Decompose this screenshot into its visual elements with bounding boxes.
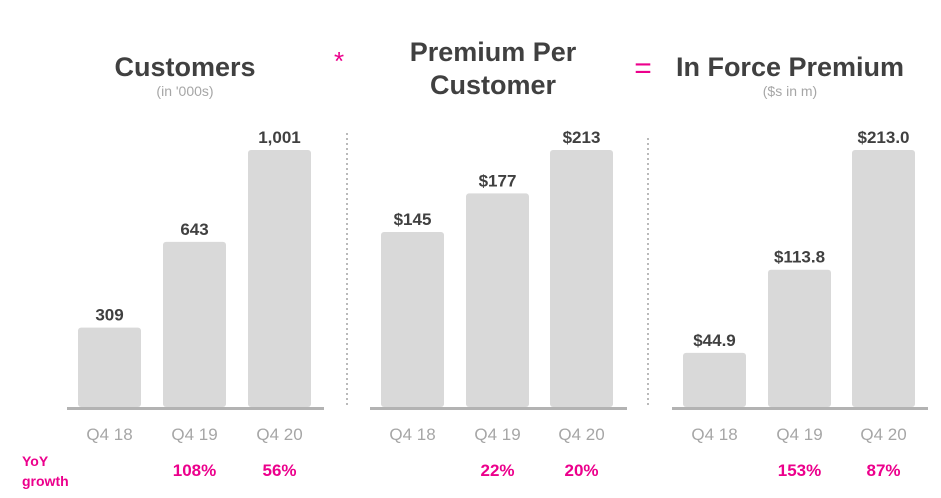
value-label-customers-q4-18: 309 [95,306,123,325]
value-label-in-force-premium-q4-18: $44.9 [693,331,736,350]
bar-premium-per-customer-q4-18 [381,232,444,407]
chart-title-customers: Customers [114,52,255,82]
chart-subtitle-in-force-premium: ($s in m) [763,83,817,99]
value-label-in-force-premium-q4-20: $213.0 [858,128,910,147]
tick-label-customers-q4-19: Q4 19 [171,425,217,444]
bar-in-force-premium-q4-19 [768,269,831,407]
yoy-label-line-2: growth [22,473,69,489]
bar-premium-per-customer-q4-20 [550,150,613,407]
chart-title-premium-per-customer-line-1: Premium Per [410,37,577,67]
bar-customers-q4-18 [78,327,141,407]
yoy-growth-customers-q4-19: 108% [173,461,216,480]
tick-label-in-force-premium-q4-20: Q4 20 [860,425,906,444]
bar-in-force-premium-q4-20 [852,150,915,407]
bar-in-force-premium-q4-18 [683,352,746,407]
chart-title-premium-per-customer-line-2: Customer [430,70,557,100]
yoy-growth-in-force-premium-q4-19: 153% [778,461,821,480]
yoy-label-line-1: YoY [22,453,49,469]
bar-customers-q4-20 [248,150,311,407]
chart-subtitle-customers: (in '000s) [156,83,213,99]
bar-premium-per-customer-q4-19 [466,193,529,407]
yoy-growth-premium-per-customer-q4-19: 22% [480,461,514,480]
value-label-premium-per-customer-q4-19: $177 [479,171,517,190]
value-label-in-force-premium-q4-19: $113.8 [774,248,825,267]
yoy-growth-label: YoY growth [22,453,69,489]
charts-group: 309 Q4 18 643 Q4 19 108% 1,001 Q4 20 56% $145 Q4 … [67,128,928,480]
tick-label-premium-per-customer-q4-18: Q4 18 [389,425,435,444]
tick-label-premium-per-customer-q4-20: Q4 20 [558,425,604,444]
value-label-customers-q4-19: 643 [180,220,208,239]
chart-title-in-force-premium: In Force Premium [676,52,904,82]
tick-label-in-force-premium-q4-19: Q4 19 [776,425,822,444]
equals-operator: = [634,52,652,85]
tick-label-customers-q4-18: Q4 18 [86,425,132,444]
tick-label-customers-q4-20: Q4 20 [256,425,302,444]
tick-label-premium-per-customer-q4-19: Q4 19 [474,425,520,444]
value-label-customers-q4-20: 1,001 [258,128,301,147]
yoy-growth-customers-q4-20: 56% [262,461,296,480]
value-label-premium-per-customer-q4-20: $213 [563,128,601,147]
multiply-operator: * [334,46,344,76]
yoy-growth-in-force-premium-q4-20: 87% [866,461,900,480]
value-label-premium-per-customer-q4-18: $145 [394,210,432,229]
yoy-growth-premium-per-customer-q4-20: 20% [564,461,598,480]
tick-label-in-force-premium-q4-18: Q4 18 [691,425,737,444]
bar-customers-q4-19 [163,241,226,407]
